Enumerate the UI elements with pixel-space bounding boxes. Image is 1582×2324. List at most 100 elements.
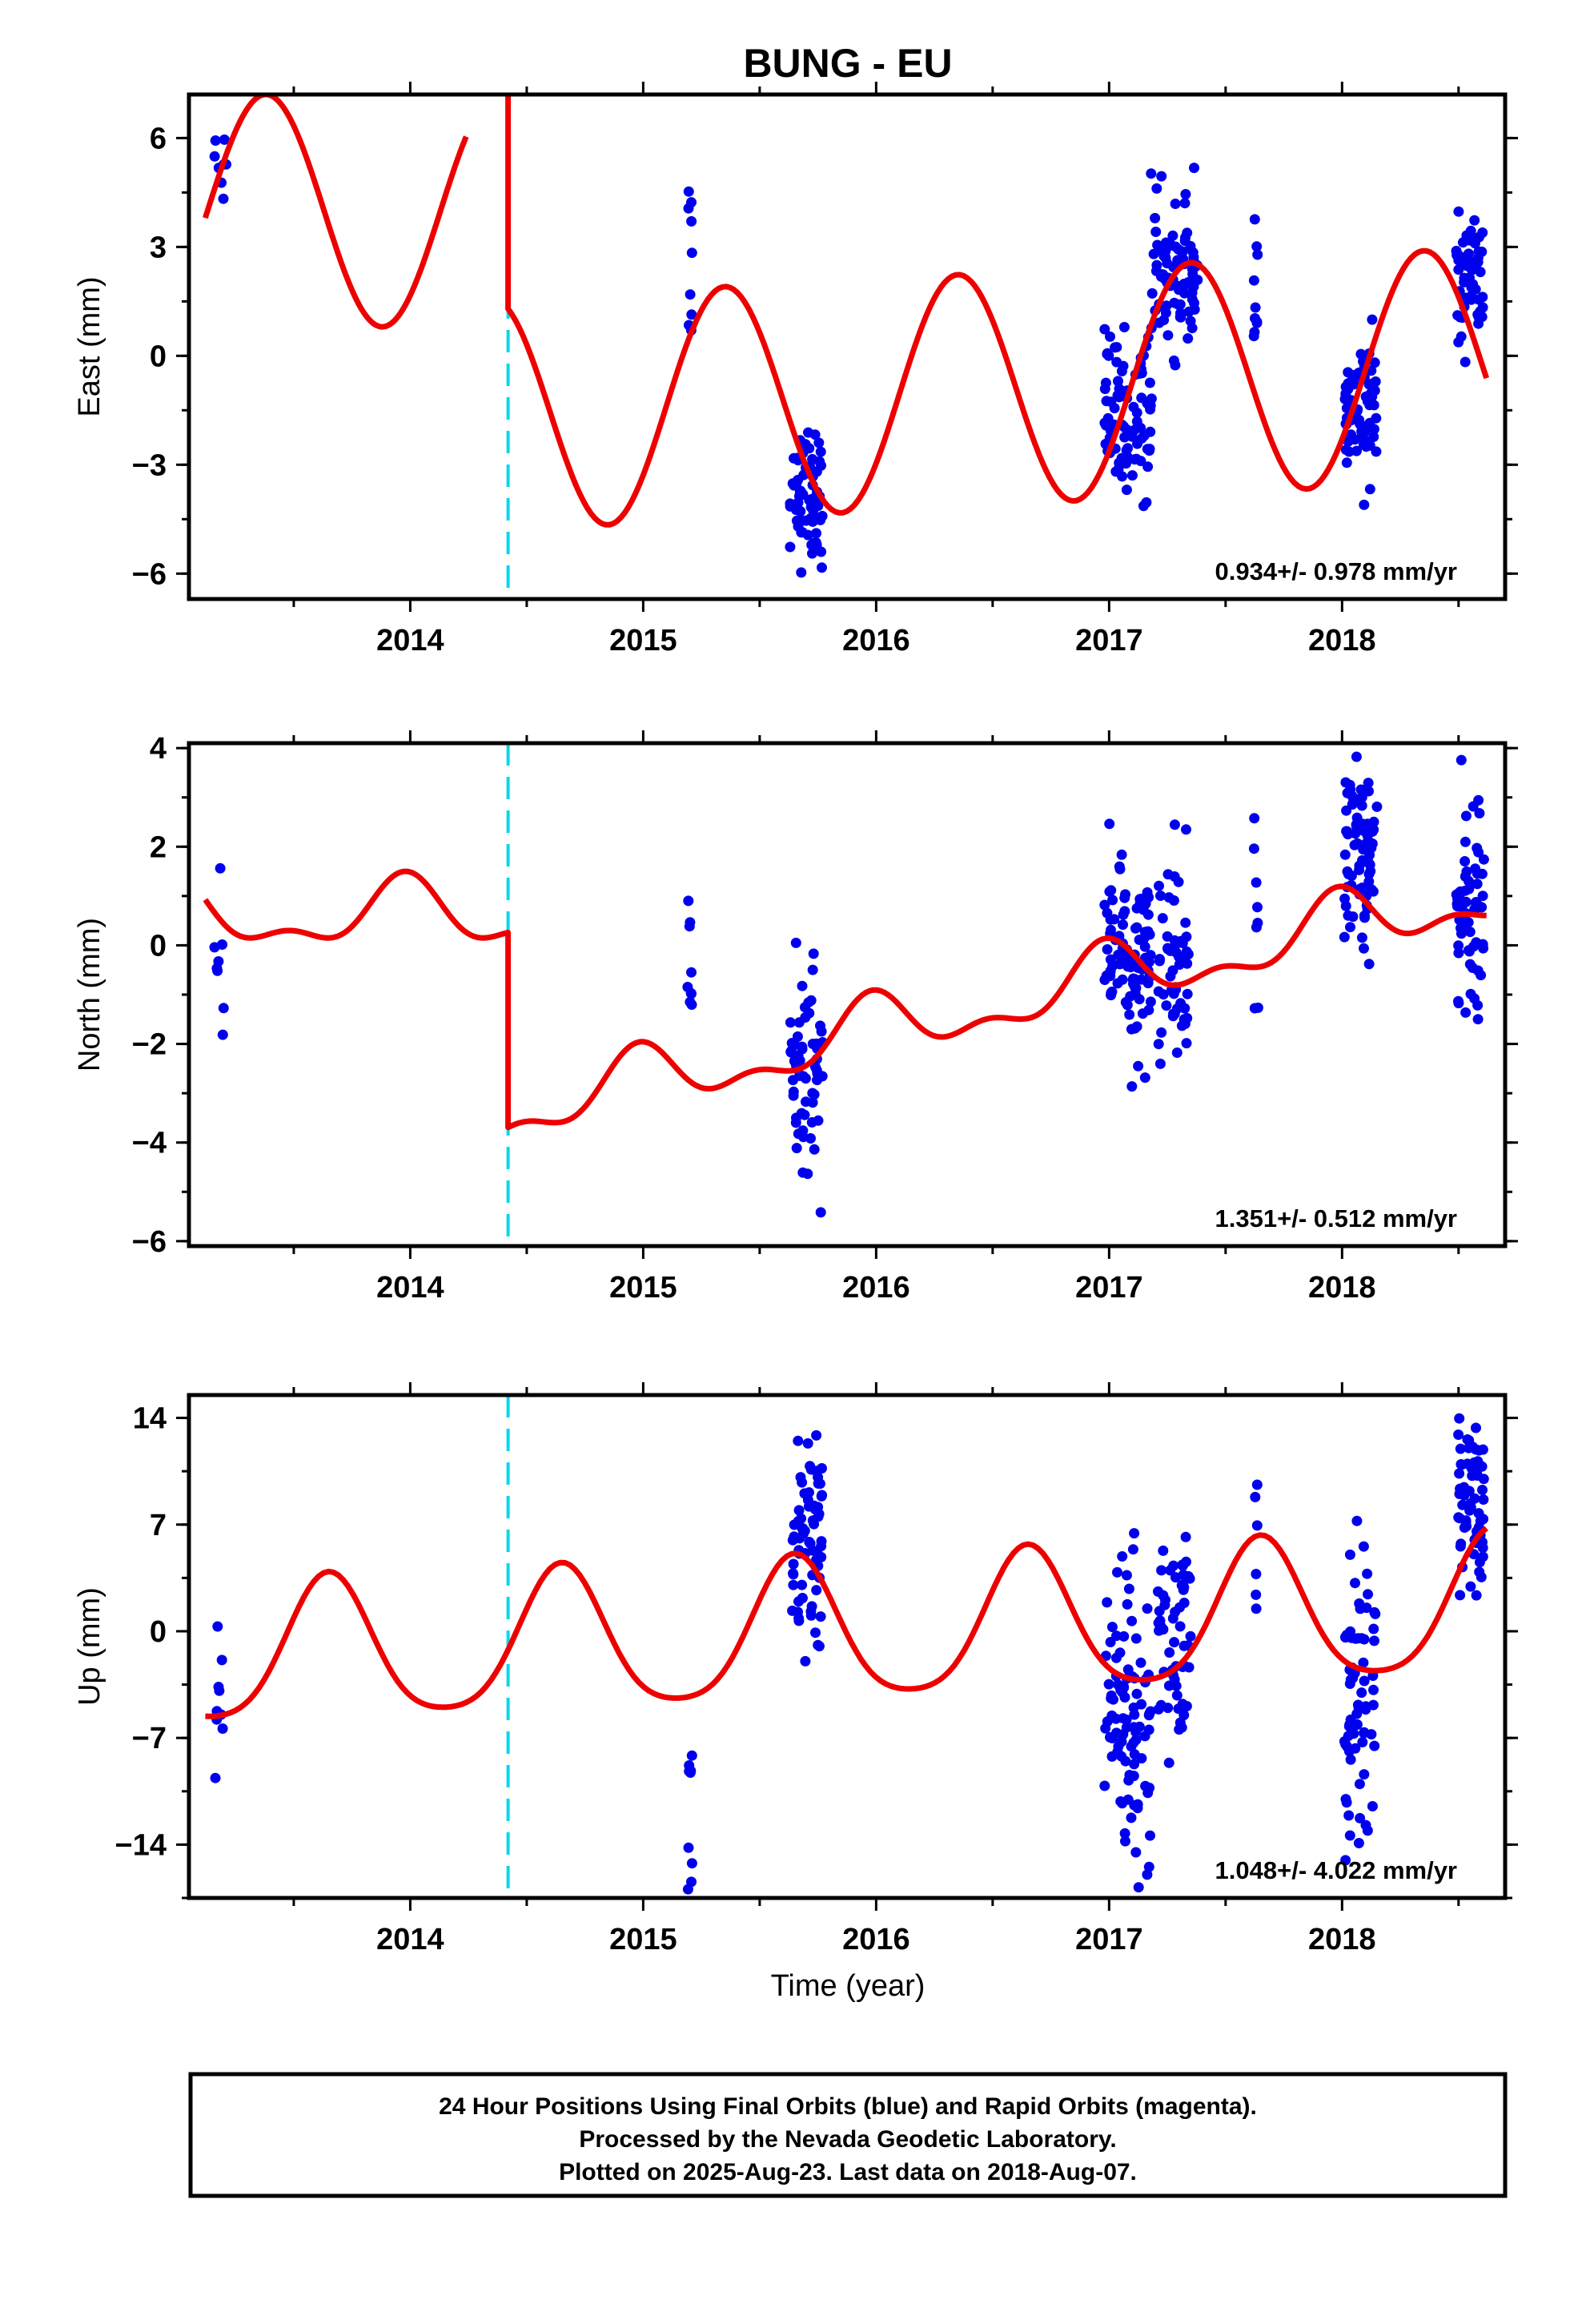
observation-dot: [1188, 281, 1199, 292]
plot-area-0: [203, 94, 1490, 599]
observation-dot: [788, 1075, 798, 1086]
observation-dot: [1249, 327, 1260, 338]
observation-dot: [1155, 891, 1166, 901]
observation-dot: [1123, 1775, 1134, 1786]
observation-dot: [1344, 1830, 1355, 1841]
observation-dot: [1151, 183, 1162, 194]
observation-dot: [1453, 206, 1464, 217]
observation-dot: [1163, 1757, 1174, 1768]
observation-dot: [1135, 1657, 1146, 1668]
observation-dot: [1171, 1047, 1182, 1058]
observation-dot: [1119, 906, 1130, 917]
observation-dot: [1369, 357, 1380, 368]
x-tick-label: 2017: [1075, 1271, 1143, 1305]
observation-dot: [1104, 886, 1115, 897]
observation-dot: [1339, 849, 1351, 860]
observation-dot: [1182, 988, 1193, 999]
observation-dot: [1460, 810, 1472, 822]
observation-dot: [1140, 1780, 1151, 1791]
observation-dot: [1099, 1780, 1110, 1791]
observation-dot: [1358, 1657, 1369, 1668]
observation-dot: [1475, 267, 1486, 278]
observation-dot: [1344, 1549, 1355, 1560]
observation-dot: [1105, 954, 1116, 965]
observation-dot: [811, 1585, 822, 1596]
observation-dot: [807, 1097, 818, 1108]
footer-line-1: 24 Hour Positions Using Final Orbits (bl…: [439, 2093, 1257, 2120]
observation-dot: [813, 437, 825, 448]
footer-line-3: Plotted on 2025-Aug-23. Last data on 201…: [559, 2159, 1137, 2185]
observation-dot: [1350, 1578, 1360, 1589]
observation-dot: [1126, 1081, 1138, 1092]
x-tick-label: 2015: [609, 1271, 677, 1305]
observation-dot: [1106, 1751, 1118, 1762]
observation-dot: [1453, 940, 1464, 951]
observation-dot: [217, 1723, 228, 1734]
observation-dot: [817, 1463, 827, 1474]
observation-dot: [210, 135, 221, 146]
observation-dot: [1169, 819, 1180, 830]
observation-dot: [1118, 1713, 1129, 1724]
observation-dot: [1145, 1830, 1155, 1841]
observation-dot: [1100, 420, 1111, 431]
observation-dot: [1146, 287, 1158, 299]
observation-dot: [1364, 850, 1375, 861]
observation-dot: [809, 537, 820, 549]
observation-dot: [686, 1858, 697, 1869]
observation-dot: [1464, 875, 1474, 887]
x-tick-label: 2014: [376, 624, 444, 657]
observation-dot: [1467, 1441, 1478, 1453]
observation-dot: [1121, 424, 1132, 435]
observation-dot: [1358, 1541, 1369, 1552]
observation-dot: [1180, 1531, 1191, 1542]
observation-dot: [1369, 1635, 1379, 1647]
observation-dot: [1460, 885, 1471, 896]
observation-dot: [1350, 1633, 1361, 1644]
observation-dot: [1355, 1812, 1366, 1823]
observation-dot: [219, 134, 230, 145]
observation-dot: [1453, 264, 1464, 275]
observation-dot: [1249, 214, 1260, 225]
observation-dot: [1117, 471, 1128, 482]
observation-dot: [1142, 978, 1154, 989]
observation-dot: [1464, 946, 1475, 957]
velocity-label: 0.934+/- 0.978 mm/yr: [1215, 557, 1457, 585]
observation-dot: [1111, 342, 1122, 352]
observation-dot: [807, 964, 818, 975]
observation-dot: [1462, 1434, 1473, 1445]
observation-dot: [1474, 808, 1485, 818]
observation-dot: [1364, 417, 1375, 428]
observation-dot: [1369, 1740, 1380, 1751]
observation-dot: [1354, 864, 1365, 875]
observation-dot: [1359, 943, 1369, 954]
y-tick-label: 14: [133, 1402, 167, 1436]
observation-dot: [1472, 900, 1484, 911]
chart-title: BUNG - EU: [743, 41, 952, 86]
observation-dot: [1457, 1499, 1468, 1510]
observation-dot: [1452, 250, 1463, 261]
observation-dot: [1360, 838, 1371, 849]
observation-dot: [1345, 1754, 1356, 1765]
observation-dot: [1133, 1060, 1144, 1072]
observation-dot: [1102, 907, 1113, 919]
observation-dot: [1175, 998, 1186, 1009]
observation-dot: [1176, 1580, 1187, 1591]
observation-dot: [807, 453, 818, 464]
observation-dot: [1121, 485, 1132, 496]
observation-dot: [1459, 276, 1470, 287]
observation-dot: [1343, 384, 1354, 395]
observation-dot: [1144, 956, 1154, 967]
observation-dot: [1123, 1583, 1134, 1594]
observation-dot: [1461, 1521, 1472, 1532]
observation-dot: [1153, 1039, 1164, 1050]
x-tick-label: 2016: [842, 1271, 910, 1305]
observation-dot: [1368, 816, 1379, 827]
observation-dot: [683, 203, 694, 214]
observation-dot: [1186, 323, 1198, 334]
velocity-label: 1.351+/- 0.512 mm/yr: [1215, 1204, 1457, 1232]
observation-dot: [788, 1579, 799, 1590]
observation-dot: [1363, 1589, 1373, 1600]
observation-dot: [1366, 884, 1377, 895]
observation-dot: [1131, 1021, 1142, 1032]
observation-dot: [796, 527, 807, 538]
